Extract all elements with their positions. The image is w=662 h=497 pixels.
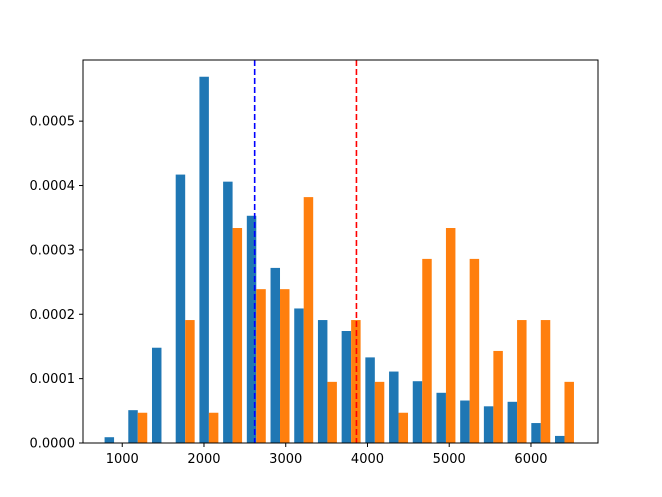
- bar-series1: [389, 371, 399, 443]
- x-tick-label: 2000: [187, 452, 220, 467]
- y-tick-label: 0.0001: [30, 372, 76, 387]
- bar-series2: [469, 258, 480, 443]
- y-tick-label: 0.0000: [30, 437, 76, 452]
- bar-series1: [341, 331, 352, 443]
- bar-series2: [327, 381, 337, 443]
- x-tick-label: 4000: [351, 452, 384, 467]
- bar-series1: [531, 423, 541, 443]
- bar-series2: [493, 350, 503, 443]
- bars-layer: [104, 76, 574, 444]
- bar-series1: [365, 357, 375, 443]
- y-tick-label: 0.0003: [30, 243, 76, 258]
- y-tick-label: 0.0002: [30, 308, 76, 323]
- bar-series1: [128, 410, 138, 443]
- bar-series2: [232, 228, 243, 443]
- bar-series1: [436, 392, 446, 443]
- reference-lines-layer: [253, 60, 358, 443]
- bar-series1: [151, 347, 162, 443]
- bar-series1: [270, 267, 281, 443]
- bar-series2: [517, 320, 527, 443]
- bar-series2: [208, 412, 219, 443]
- x-tick-label: 5000: [433, 452, 466, 467]
- y-tick-label: 0.0005: [30, 115, 76, 130]
- bar-series2: [256, 289, 266, 443]
- x-tick-label: 3000: [269, 452, 302, 467]
- bar-series1: [246, 215, 257, 443]
- x-axis: 1000 2000 3000 4000 5000 6000: [106, 443, 548, 467]
- bar-series2: [280, 289, 290, 443]
- bar-series1: [104, 437, 115, 443]
- bar-series1: [507, 401, 518, 443]
- bar-series1: [412, 381, 423, 443]
- x-tick-label: 6000: [514, 452, 547, 467]
- bar-series2: [445, 228, 456, 443]
- bar-series1: [223, 181, 233, 443]
- bar-series1: [317, 320, 328, 443]
- bar-series2: [185, 320, 195, 443]
- bar-series2: [540, 320, 551, 443]
- bar-series2: [374, 381, 385, 443]
- y-tick-label: 0.0004: [30, 179, 76, 194]
- bar-series1: [483, 406, 494, 443]
- y-axis: 0.0000 0.0001 0.0002 0.0003 0.0004 0.0005: [30, 115, 83, 452]
- bar-series1: [175, 174, 186, 443]
- bar-series2: [564, 381, 574, 443]
- x-tick-label: 1000: [106, 452, 139, 467]
- plot-frame: [82, 59, 599, 444]
- bar-series1: [460, 400, 470, 443]
- bar-series1: [199, 76, 209, 444]
- bar-series2: [422, 258, 432, 443]
- bar-series2: [398, 412, 409, 443]
- bar-series1: [555, 435, 565, 443]
- bar-series2: [303, 197, 314, 443]
- bar-series2: [351, 320, 361, 443]
- bar-series1: [294, 308, 304, 443]
- bar-series2: [137, 412, 148, 443]
